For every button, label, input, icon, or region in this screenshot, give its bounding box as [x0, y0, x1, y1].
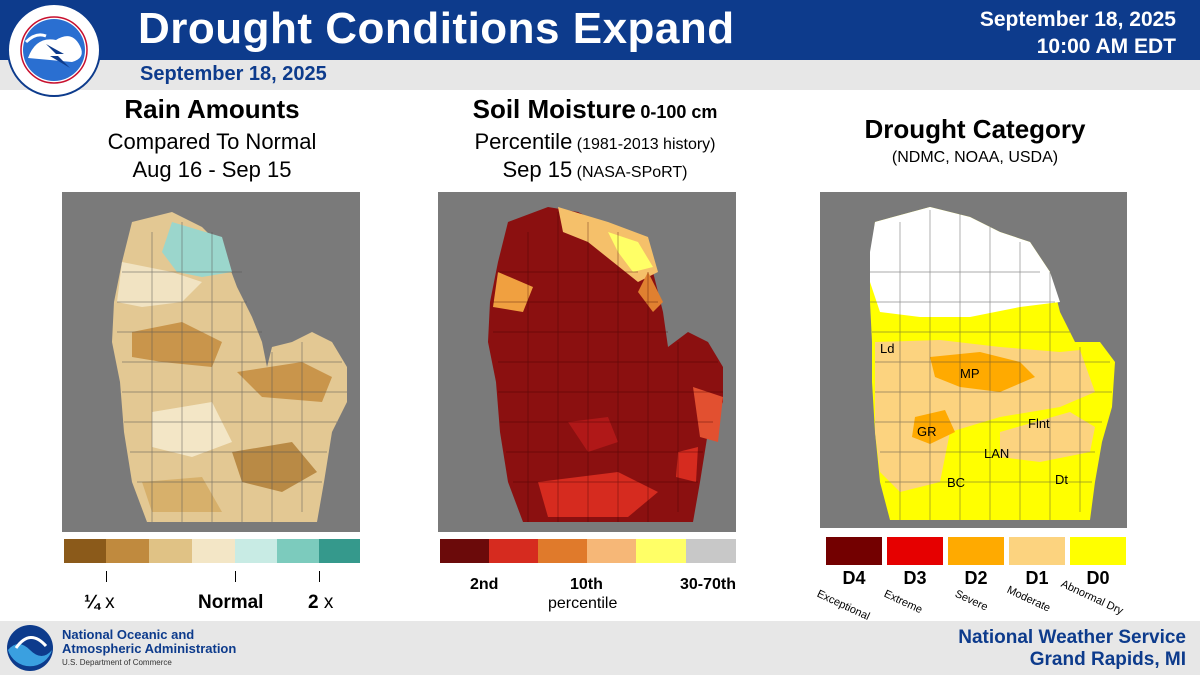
- rain-map: [62, 192, 360, 532]
- city-mount-pleasant: MP: [960, 366, 980, 381]
- rain-panel-title: Rain Amounts Compared To Normal Aug 16 -…: [62, 94, 362, 183]
- soil-swatch-6: [686, 539, 736, 563]
- rain-swatch-7: [319, 539, 360, 563]
- rain-tick-normal: [235, 571, 236, 582]
- d2-label: D2: [964, 568, 988, 588]
- d3-swatch: [887, 537, 943, 565]
- drought-map: [820, 192, 1127, 528]
- rain-tick-two: [319, 571, 320, 582]
- rain-swatch-6: [277, 539, 319, 563]
- rain-label-two: 2 x: [308, 592, 334, 613]
- header-datetime: September 18, 2025 10:00 AM EDT: [980, 6, 1176, 60]
- noaa-line2: Atmospheric Administration: [62, 641, 237, 656]
- city-ludington: Ld: [880, 341, 895, 356]
- soil-label-10th: 10th: [570, 576, 603, 593]
- sub-date: September 18, 2025: [140, 63, 327, 85]
- soil-label-normal: 30-70th: [680, 576, 737, 593]
- nws-logo-icon: [7, 3, 101, 97]
- city-detroit: Dt: [1055, 472, 1068, 487]
- footer-bar: [0, 621, 1200, 675]
- soil-label-2nd: 2nd: [470, 576, 499, 593]
- d3-desc: Extreme: [881, 588, 925, 617]
- rain-label-quarter: ¼ x: [84, 592, 115, 613]
- header-date: September 18, 2025: [979, 8, 1176, 31]
- page-title: Drought Conditions Expand: [138, 4, 735, 53]
- rain-swatch-2: [106, 539, 149, 563]
- soil-title-line: Soil Moisture 0-100 cm: [430, 94, 760, 125]
- city-lansing: LAN: [984, 446, 1010, 461]
- city-grand-rapids: GR: [917, 424, 937, 439]
- rain-swatch-3: [149, 539, 192, 563]
- soil-swatch-1: [440, 539, 489, 563]
- drought-subtitle: (NDMC, NOAA, USDA): [891, 149, 1059, 166]
- office-name: National Weather Service Grand Rapids, M…: [958, 627, 1186, 671]
- d4-swatch: [826, 537, 882, 565]
- rain-swatch-4: [192, 539, 235, 563]
- header-time: 10:00 AM EDT: [1036, 35, 1176, 58]
- subheader-bar: [0, 60, 1200, 90]
- soil-panel-title: Soil Moisture 0-100 cm Percentile (1981-…: [430, 94, 760, 183]
- city-flint: Flnt: [1028, 416, 1050, 431]
- noaa-dept: U.S. Department of Commerce: [62, 658, 172, 667]
- rain-title: Rain Amounts: [124, 94, 300, 124]
- d1-swatch: [1009, 537, 1065, 565]
- drought-panel-title: Drought Category (NDMC, NOAA, USDA): [820, 114, 1130, 167]
- soil-depth: 0-100 cm: [640, 102, 718, 122]
- soil-swatch-4: [587, 539, 636, 563]
- noaa-name: National Oceanic and Atmospheric Adminis…: [62, 628, 236, 656]
- d4-label: D4: [842, 568, 866, 588]
- soil-swatch-5: [636, 539, 686, 563]
- rain-subtitle: Compared To Normal: [107, 129, 317, 154]
- soil-line3: Sep 15 (NASA-SPoRT): [502, 157, 688, 182]
- d2-swatch: [948, 537, 1004, 565]
- soil-map: [438, 192, 736, 532]
- drought-title: Drought Category: [864, 114, 1086, 144]
- rain-period: Aug 16 - Sep 15: [132, 157, 292, 182]
- d2-desc: Severe: [952, 588, 990, 614]
- rain-label-normal: Normal: [198, 592, 264, 613]
- soil-swatch-3: [538, 539, 587, 563]
- noaa-line1: National Oceanic and: [62, 627, 195, 642]
- soil-title: Soil Moisture: [472, 94, 636, 124]
- rain-tick-quarter: [106, 571, 107, 582]
- soil-label-percentile: percentile: [548, 595, 618, 612]
- d0-label: D0: [1086, 568, 1110, 588]
- d0-swatch: [1070, 537, 1126, 565]
- d1-label: D1: [1025, 568, 1049, 588]
- office-line1: National Weather Service: [958, 627, 1186, 648]
- d4-desc: Exceptional: [814, 588, 872, 623]
- city-battle-creek: BC: [947, 475, 966, 490]
- header-bar: [0, 0, 1200, 60]
- d3-label: D3: [903, 568, 927, 588]
- office-line2: Grand Rapids, MI: [1029, 649, 1186, 670]
- rain-swatch-5: [235, 539, 277, 563]
- rain-swatch-1: [64, 539, 106, 563]
- soil-line2: Percentile (1981-2013 history): [474, 129, 716, 154]
- noaa-logo-icon: [7, 625, 53, 671]
- soil-swatch-2: [489, 539, 538, 563]
